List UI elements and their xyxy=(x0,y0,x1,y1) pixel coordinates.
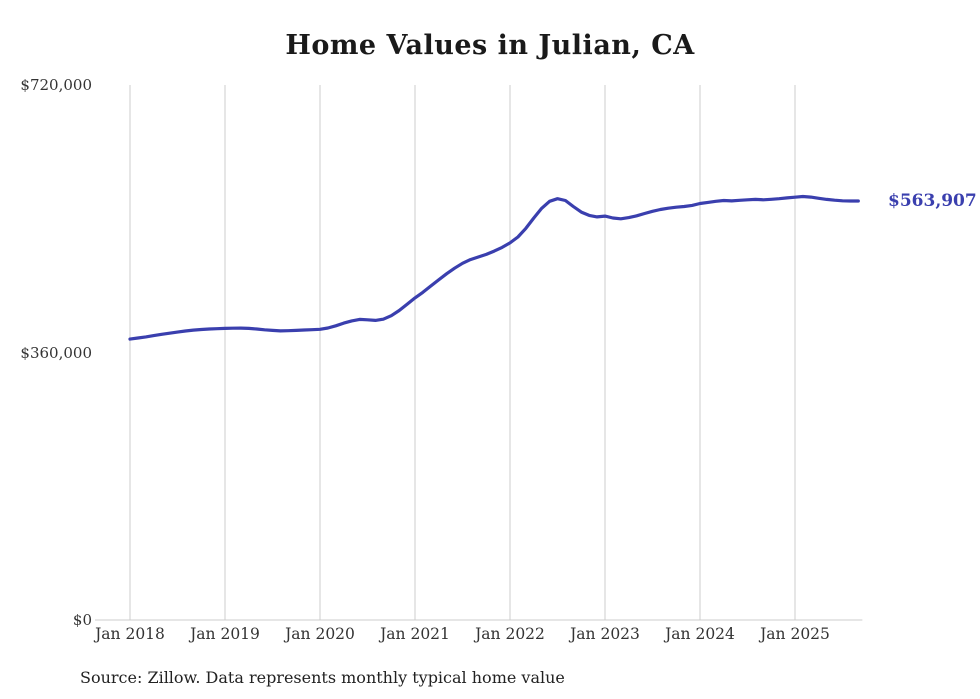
home-value-line-series xyxy=(128,194,860,341)
latest-value-label: $563,907 xyxy=(888,190,977,211)
y-tick-label: $720,000 xyxy=(20,76,92,94)
x-tick-label: Jan 2025 xyxy=(760,625,830,643)
y-tick-label: $360,000 xyxy=(20,343,92,362)
x-tick-label: Jan 2021 xyxy=(380,625,450,643)
y-tick-label: $0 xyxy=(72,611,92,629)
x-tick-label: Jan 2022 xyxy=(475,625,545,643)
x-tick-label: Jan 2023 xyxy=(570,625,640,643)
x-tick-label: Jan 2018 xyxy=(95,625,165,643)
x-tick-label: Jan 2019 xyxy=(190,625,260,643)
x-tick-label: Jan 2024 xyxy=(665,625,735,643)
x-tick-label: Jan 2020 xyxy=(285,625,355,643)
source-note: Source: Zillow. Data represents monthly … xyxy=(80,668,565,687)
chart-title: Home Values in Julian, CA xyxy=(285,30,695,61)
